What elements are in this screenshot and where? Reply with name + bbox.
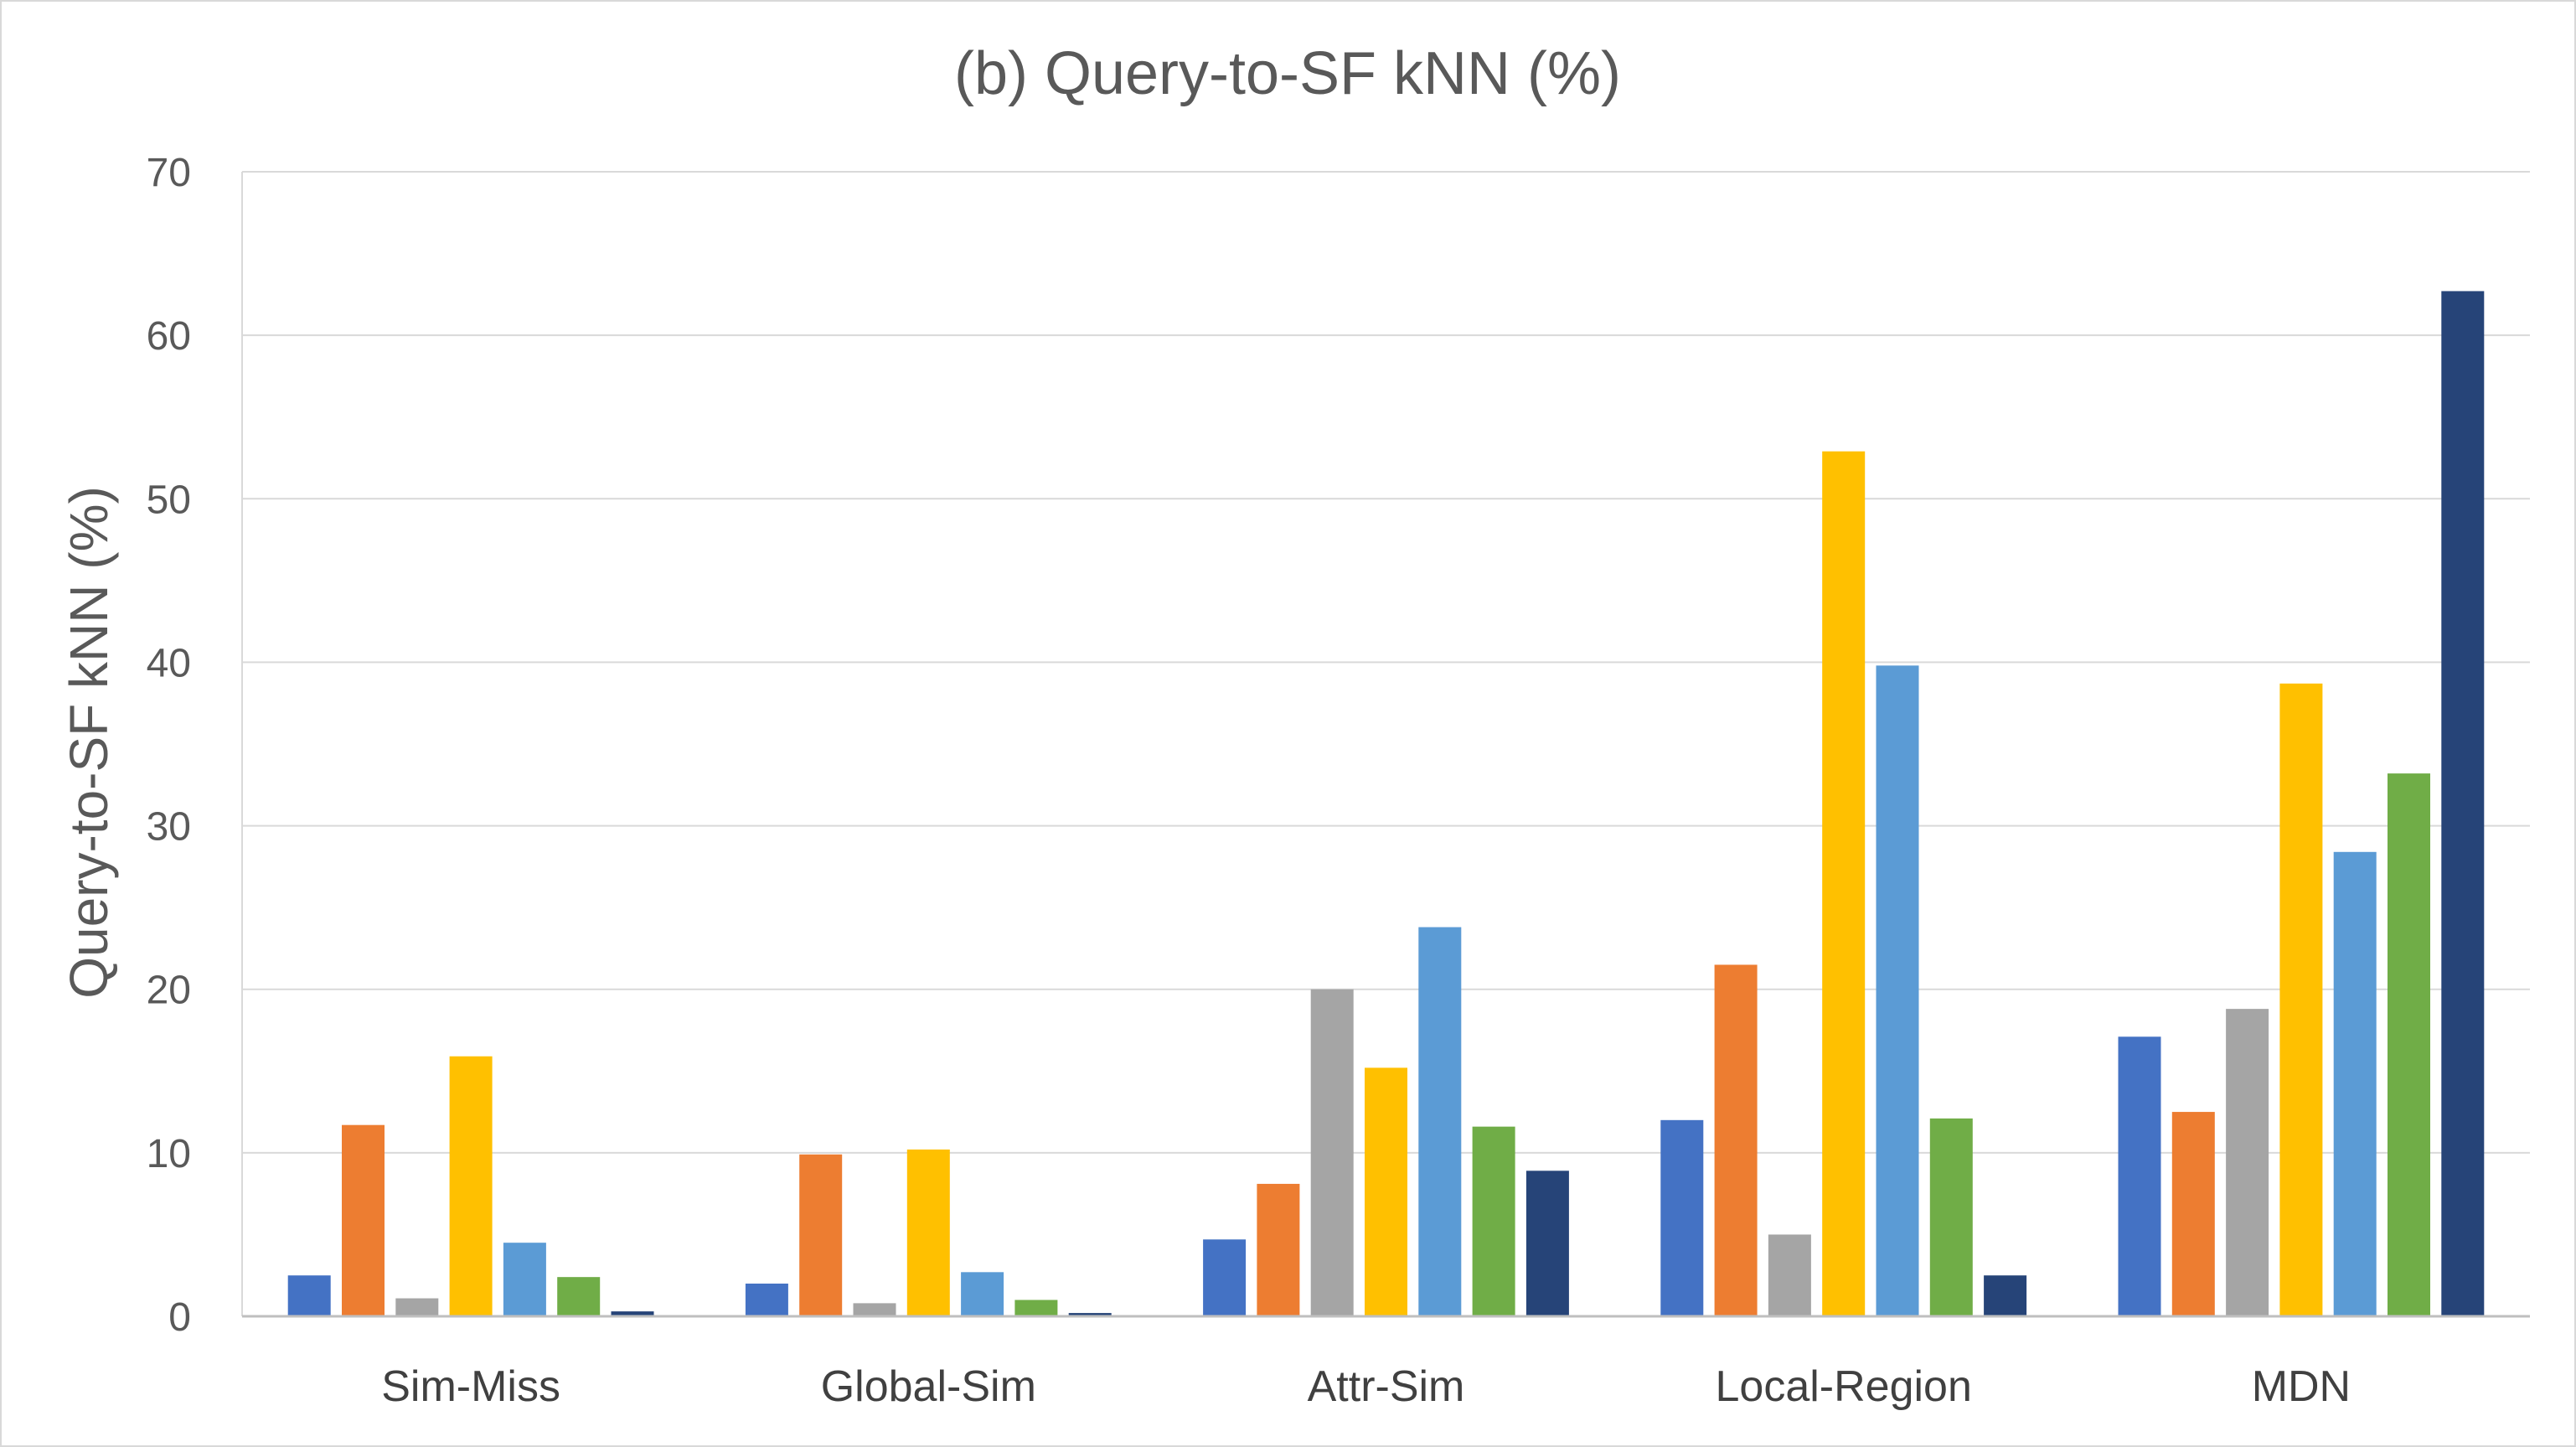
bar-local-region-s7 xyxy=(1984,1275,2027,1316)
axes xyxy=(241,172,2530,1318)
bar-mdn-s5 xyxy=(2333,851,2377,1316)
bar-global-sim-s3 xyxy=(853,1303,896,1316)
x-tick-label: Sim-Miss xyxy=(381,1362,560,1411)
bar-global-sim-s4 xyxy=(906,1149,950,1316)
bar-sim-miss-s4 xyxy=(449,1056,493,1316)
y-tick-label: 40 xyxy=(147,641,191,685)
y-tick-label: 10 xyxy=(147,1132,191,1176)
bar-mdn-s6 xyxy=(2388,773,2430,1316)
bar-local-region-s5 xyxy=(1876,665,1919,1316)
y-tick-labels: 0 10 20 30 40 50 60 70 xyxy=(147,151,191,1340)
bar-sim-miss-s2 xyxy=(342,1124,385,1316)
bar-sim-miss-s5 xyxy=(503,1243,546,1316)
x-tick-label: Local-Region xyxy=(1715,1362,1971,1411)
bar-mdn-s7 xyxy=(2441,291,2485,1316)
bar-attr-sim-s1 xyxy=(1203,1239,1247,1316)
y-tick-label: 60 xyxy=(147,314,191,359)
bar-attr-sim-s3 xyxy=(1310,989,1354,1316)
x-tick-label: Global-Sim xyxy=(821,1362,1036,1411)
bar-local-region-s4 xyxy=(1822,451,1866,1316)
bar-mdn-s3 xyxy=(2226,1009,2269,1316)
chart-title: (b) Query-to-SF kNN (%) xyxy=(954,40,1621,107)
bar-global-sim-s1 xyxy=(745,1283,788,1316)
y-tick-label: 70 xyxy=(147,151,191,195)
bar-attr-sim-s6 xyxy=(1472,1126,1515,1316)
bar-sim-miss-s7 xyxy=(611,1311,654,1316)
bar-attr-sim-s2 xyxy=(1257,1183,1300,1316)
x-tick-label: Attr-Sim xyxy=(1308,1362,1465,1411)
y-tick-label: 30 xyxy=(147,805,191,850)
bar-sim-miss-s3 xyxy=(395,1298,439,1316)
x-tick-label: MDN xyxy=(2252,1362,2351,1411)
bar-local-region-s2 xyxy=(1714,964,1758,1316)
bar-attr-sim-s5 xyxy=(1418,927,1462,1316)
bar-local-region-s1 xyxy=(1660,1119,1704,1316)
bar-attr-sim-s4 xyxy=(1365,1067,1407,1316)
bar-global-sim-s2 xyxy=(799,1154,843,1316)
bar-local-region-s6 xyxy=(1929,1118,1973,1316)
x-tick-labels: Sim-Miss Global-Sim Attr-Sim Local-Region MD… xyxy=(381,1362,2351,1411)
gridlines xyxy=(242,171,2530,1154)
y-tick-label: 50 xyxy=(147,478,191,522)
bar-mdn-s1 xyxy=(2118,1036,2161,1316)
y-tick-label: 20 xyxy=(147,969,191,1013)
bar-local-region-s3 xyxy=(1768,1234,1811,1316)
y-axis-label: Query-to-SF kNN (%) xyxy=(59,486,119,999)
bar-sim-miss-s6 xyxy=(557,1277,601,1316)
y-tick-label: 0 xyxy=(168,1295,191,1340)
bar-attr-sim-s7 xyxy=(1525,1171,1569,1316)
bar-mdn-s2 xyxy=(2171,1112,2215,1316)
bar-global-sim-s6 xyxy=(1014,1300,1058,1316)
bar-global-sim-s7 xyxy=(1068,1313,1112,1316)
bar-sim-miss-s1 xyxy=(287,1275,331,1316)
bar-global-sim-s5 xyxy=(961,1272,1004,1316)
bar-mdn-s4 xyxy=(2279,683,2323,1316)
bars xyxy=(287,291,2485,1316)
